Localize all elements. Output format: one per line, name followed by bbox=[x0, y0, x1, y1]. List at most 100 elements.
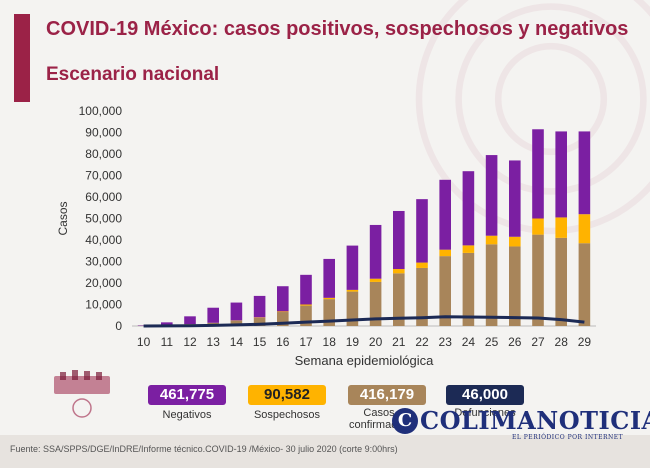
bar-negativos bbox=[462, 171, 475, 246]
x-tick-label: 13 bbox=[207, 335, 221, 349]
legend-defunciones-label: Defunciones bbox=[454, 407, 516, 419]
x-tick-label: 26 bbox=[508, 335, 522, 349]
y-tick-label: 50,000 bbox=[85, 212, 122, 226]
x-tick-label: 19 bbox=[346, 335, 360, 349]
y-tick-label: 60,000 bbox=[85, 190, 122, 204]
bar-sospechosos bbox=[416, 262, 428, 268]
bar-confirmados bbox=[578, 243, 591, 326]
background-pattern-icon bbox=[415, 0, 650, 235]
bar-confirmados bbox=[416, 267, 428, 326]
bar-negativos bbox=[578, 131, 591, 215]
y-tick-label: 20,000 bbox=[85, 276, 122, 290]
x-tick-label: 24 bbox=[462, 335, 476, 349]
bar-negativos bbox=[323, 258, 335, 298]
bar-confirmados bbox=[346, 291, 359, 326]
x-tick-label: 29 bbox=[578, 335, 592, 349]
bar-confirmados bbox=[253, 317, 266, 326]
bar-negativos bbox=[346, 245, 359, 290]
x-tick-label: 23 bbox=[439, 335, 453, 349]
stacked-bar-chart: 0 10,000 20,000 30,000 40,000 50,000 60,000 70,… bbox=[56, 104, 596, 368]
x-tick-label: 18 bbox=[323, 335, 337, 349]
bar-negativos bbox=[532, 129, 544, 219]
footer-bar bbox=[0, 435, 650, 468]
accent-bar bbox=[14, 14, 30, 102]
bar-sospechosos bbox=[369, 278, 382, 282]
watermark-name: COLIMANOTICIAS bbox=[420, 406, 650, 435]
bar-confirmados bbox=[555, 237, 567, 326]
page-subtitle: Escenario nacional bbox=[46, 64, 220, 85]
bar-sospechosos bbox=[485, 235, 498, 245]
bar-sospechosos bbox=[509, 236, 521, 247]
bar-confirmados bbox=[300, 305, 312, 326]
bar-sospechosos bbox=[555, 217, 567, 238]
bar-sospechosos bbox=[532, 218, 544, 235]
watermark-tagline: EL PERIÓDICO POR INTERNET bbox=[512, 434, 624, 441]
bar-confirmados bbox=[369, 281, 382, 326]
bar-confirmados bbox=[485, 244, 498, 326]
bar-confirmados bbox=[462, 252, 475, 326]
bar-negativos bbox=[416, 199, 428, 263]
legend-sospechosos-label: Sospechosos bbox=[253, 409, 321, 421]
watermark-logo-icon: C bbox=[392, 408, 418, 434]
government-emblem-icon bbox=[54, 370, 110, 418]
y-tick-label: 10,000 bbox=[85, 298, 122, 312]
x-tick-label: 20 bbox=[369, 335, 383, 349]
x-tick-label: 16 bbox=[276, 335, 290, 349]
legend-negativos-total: 461,775 bbox=[148, 385, 226, 405]
legend-confirmados-total: 416,179 bbox=[348, 385, 426, 405]
bar-sospechosos bbox=[439, 249, 451, 257]
bar-sospechosos bbox=[323, 297, 335, 300]
bar-sospechosos bbox=[277, 311, 289, 313]
x-axis-label: Semana epidemiológica bbox=[295, 353, 435, 368]
x-tick-label: 27 bbox=[531, 335, 545, 349]
bar-confirmados bbox=[439, 256, 451, 326]
y-tick-label: 70,000 bbox=[85, 169, 122, 183]
source-note: Fuente: SSA/SPPS/DGE/InDRE/Informe técni… bbox=[10, 444, 398, 454]
bar-confirmados bbox=[323, 299, 335, 326]
bar-sospechosos bbox=[578, 214, 591, 244]
x-tick-label: 25 bbox=[485, 335, 499, 349]
x-tick-label: 21 bbox=[392, 335, 406, 349]
y-tick-label: 90,000 bbox=[85, 126, 122, 140]
y-tick-label: 80,000 bbox=[85, 147, 122, 161]
x-tick-label: 11 bbox=[161, 335, 174, 349]
bar-negativos bbox=[253, 295, 266, 318]
bar-negativos bbox=[485, 155, 498, 236]
bar-confirmados bbox=[509, 246, 521, 326]
x-tick-label: 14 bbox=[230, 335, 244, 349]
y-tick-label: 40,000 bbox=[85, 233, 122, 247]
x-tick-label: 10 bbox=[137, 335, 151, 349]
page-title: COVID-19 México: casos positivos, sospec… bbox=[46, 18, 629, 40]
bar-confirmados bbox=[532, 234, 544, 326]
bar-negativos bbox=[439, 179, 451, 250]
bar-sospechosos bbox=[346, 289, 359, 292]
bar-negativos bbox=[555, 131, 567, 218]
x-tick-label: 17 bbox=[299, 335, 313, 349]
y-tick-label: 100,000 bbox=[79, 104, 123, 118]
x-tick-label: 12 bbox=[183, 335, 197, 349]
line-defunciones bbox=[143, 315, 585, 328]
x-tick-label: 22 bbox=[415, 335, 429, 349]
legend-defunciones-total: 46,000 bbox=[446, 385, 524, 405]
bar-confirmados bbox=[393, 273, 405, 326]
bar-negativos bbox=[161, 322, 173, 326]
bar-sospechosos bbox=[300, 304, 312, 306]
bar-confirmados bbox=[230, 320, 243, 326]
legend-negativos-label: Negativos bbox=[162, 409, 212, 421]
bar-negativos bbox=[369, 224, 382, 279]
legend-sospechosos-total: 90,582 bbox=[248, 385, 326, 405]
y-tick-label: 30,000 bbox=[85, 255, 122, 269]
bar-confirmados bbox=[277, 312, 289, 326]
x-tick-label: 15 bbox=[253, 335, 267, 349]
y-tick-label: 0 bbox=[115, 319, 122, 333]
y-axis-label: Casos bbox=[56, 201, 70, 235]
bar-negativos bbox=[509, 160, 521, 237]
bar-negativos bbox=[207, 307, 219, 323]
bar-negativos bbox=[230, 302, 243, 321]
bar-negativos bbox=[277, 286, 289, 312]
bar-negativos bbox=[393, 210, 405, 270]
bar-sospechosos bbox=[393, 269, 405, 274]
bar-negativos bbox=[300, 274, 312, 305]
bar-negativos bbox=[184, 316, 196, 325]
